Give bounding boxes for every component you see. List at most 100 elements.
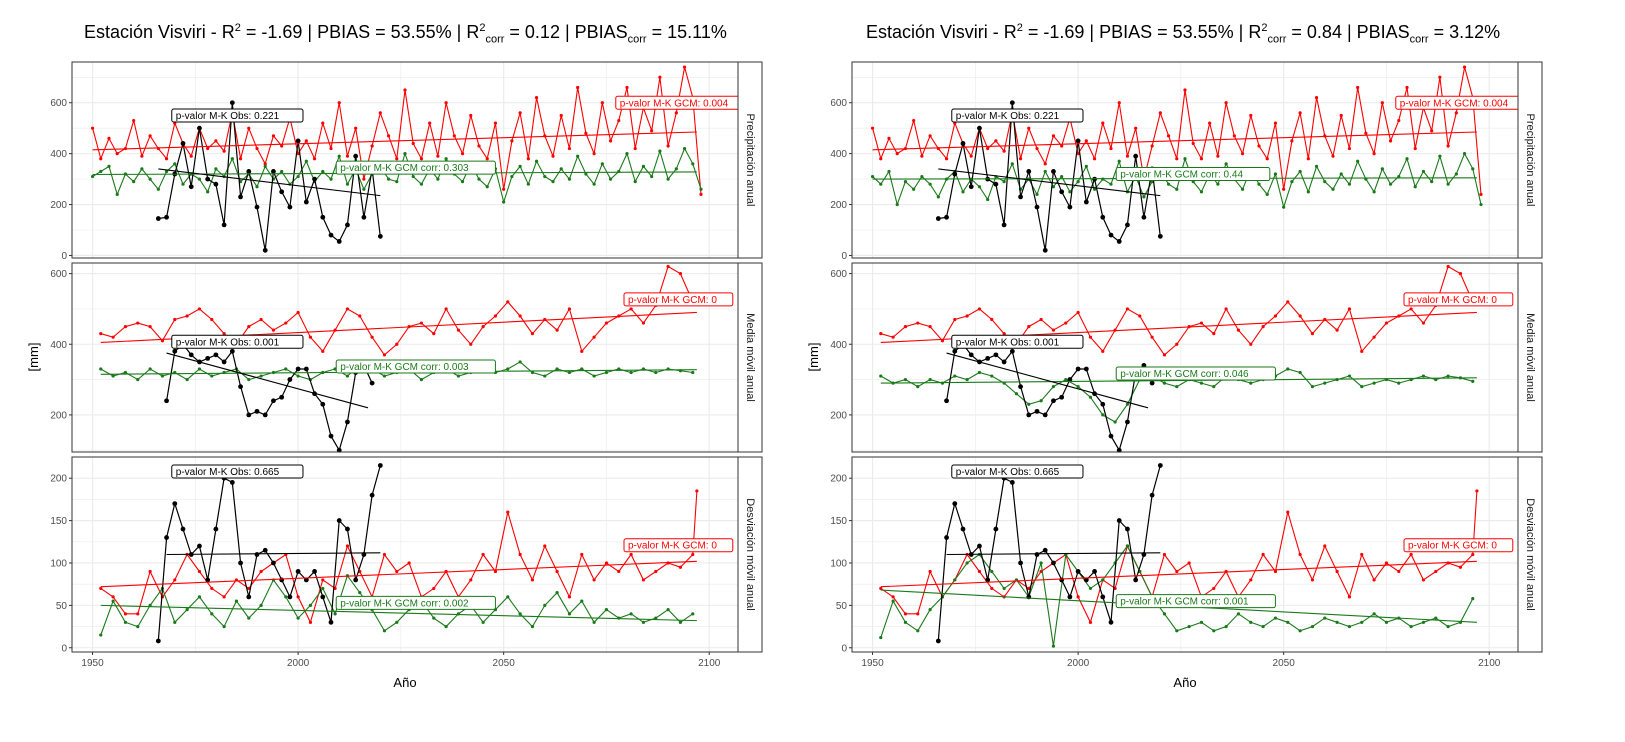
chart-right: p-valor M-K Obs: 0.221 p-valor M-K GCM: 0…	[806, 61, 1543, 690]
data-point-gcm	[1331, 154, 1335, 158]
data-point-obs	[320, 214, 326, 220]
data-point-gcm_corr	[1076, 180, 1080, 184]
trend-line-gcm_corr	[100, 604, 697, 622]
data-point-gcm_corr	[115, 192, 119, 196]
data-point-gcm	[953, 317, 957, 322]
data-point-gcm	[370, 335, 374, 339]
data-point-gcm	[1265, 157, 1269, 161]
data-point-gcm	[506, 300, 510, 304]
data-point-gcm	[879, 157, 883, 161]
data-point-gcm_corr	[136, 377, 140, 382]
data-point-gcm	[123, 324, 128, 329]
data-point-gcm	[296, 595, 300, 599]
data-point-gcm_corr	[111, 374, 115, 378]
data-point-gcm	[1273, 569, 1278, 574]
data-point-obs	[377, 463, 383, 468]
data-point-gcm	[370, 144, 374, 148]
data-point-obs	[320, 401, 326, 407]
data-point-obs	[1149, 492, 1155, 498]
data-point-gcm	[1380, 101, 1384, 105]
data-point-gcm	[1027, 324, 1031, 329]
data-point-obs	[1018, 560, 1023, 566]
data-point-gcm	[1397, 118, 1401, 123]
data-point-obs	[345, 222, 350, 228]
data-point-gcm_corr	[1421, 620, 1426, 624]
y-tick-label: 600	[830, 98, 847, 109]
data-point-gcm	[1323, 544, 1327, 548]
data-point-gcm_corr	[259, 603, 263, 607]
data-point-obs	[213, 352, 219, 358]
pvalue-label-gcm_corr: p-valor M-K GCM corr: 0.303	[340, 163, 469, 174]
data-point-gcm	[629, 307, 633, 311]
data-point-gcm_corr	[1043, 169, 1047, 174]
data-point-gcm_corr	[173, 162, 177, 166]
data-point-gcm	[567, 595, 572, 599]
data-point-gcm_corr	[1162, 381, 1167, 385]
data-point-gcm	[1018, 157, 1023, 161]
pvalue-label-gcm_corr: p-valor M-K GCM corr: 0.002	[340, 598, 469, 609]
data-point-gcm_corr	[666, 177, 670, 181]
data-point-gcm	[1249, 342, 1253, 346]
data-point-gcm_corr	[658, 149, 662, 153]
data-point-gcm_corr	[600, 162, 604, 166]
data-point-obs	[1051, 560, 1056, 566]
data-point-gcm_corr	[1142, 195, 1146, 199]
y-tick-label: 400	[50, 340, 67, 351]
data-point-gcm_corr	[1479, 202, 1483, 207]
data-point-gcm_corr	[502, 200, 506, 204]
chart-left: p-valor M-K Obs: 0.221 p-valor M-K GCM: 0…	[26, 61, 763, 690]
data-point-gcm	[576, 85, 580, 90]
data-point-gcm_corr	[1088, 586, 1093, 591]
data-point-gcm	[312, 157, 317, 161]
data-point-gcm	[247, 586, 251, 591]
data-point-gcm_corr	[481, 620, 485, 624]
data-point-gcm	[1035, 146, 1039, 151]
trend-line-gcm	[872, 131, 1477, 151]
data-point-obs	[197, 543, 202, 549]
data-point-obs	[1075, 138, 1081, 144]
data-point-gcm_corr	[666, 608, 670, 612]
data-point-gcm	[378, 111, 382, 115]
data-point-obs	[155, 216, 161, 221]
data-point-gcm	[1088, 620, 1093, 624]
pvalue-label-box	[171, 464, 304, 479]
y-tick-label: 200	[830, 200, 847, 211]
data-point-obs	[287, 594, 293, 600]
data-point-obs	[336, 518, 342, 523]
pvalue-label-box	[335, 359, 496, 374]
data-point-gcm	[1384, 561, 1389, 565]
data-point-gcm	[1187, 561, 1191, 565]
data-point-gcm	[1347, 146, 1352, 151]
data-point-gcm	[1199, 321, 1204, 325]
pvalue-label-gcm_corr: p-valor M-K GCM corr: 0.003	[340, 362, 469, 373]
data-point-obs	[1108, 232, 1114, 238]
data-point-gcm_corr	[1434, 377, 1438, 382]
data-point-obs	[328, 433, 334, 439]
data-point-gcm	[386, 134, 391, 138]
data-point-gcm_corr	[123, 620, 128, 624]
data-point-gcm	[920, 154, 924, 158]
data-point-obs	[303, 366, 309, 372]
x-tick-label: 2000	[1067, 658, 1090, 669]
data-point-gcm	[1384, 321, 1389, 325]
data-point-obs	[312, 569, 317, 574]
data-point-gcm_corr	[629, 612, 633, 616]
data-point-gcm	[555, 328, 559, 332]
data-point-obs	[271, 560, 276, 566]
data-point-gcm_corr	[1109, 182, 1113, 186]
y-tick-label: 600	[830, 269, 847, 280]
data-point-obs	[1042, 547, 1048, 553]
data-point-gcm	[1479, 192, 1483, 196]
data-point-gcm	[247, 324, 251, 329]
data-point-gcm	[1051, 328, 1056, 332]
data-point-obs	[303, 577, 309, 583]
data-point-gcm	[1310, 578, 1315, 582]
data-point-obs	[1051, 398, 1056, 404]
data-point-gcm_corr	[156, 187, 160, 191]
data-point-gcm_corr	[1286, 367, 1290, 371]
pvalue-label-box	[171, 108, 304, 123]
data-point-gcm	[1286, 300, 1290, 304]
data-point-gcm_corr	[699, 187, 703, 191]
data-point-gcm_corr	[518, 612, 522, 616]
